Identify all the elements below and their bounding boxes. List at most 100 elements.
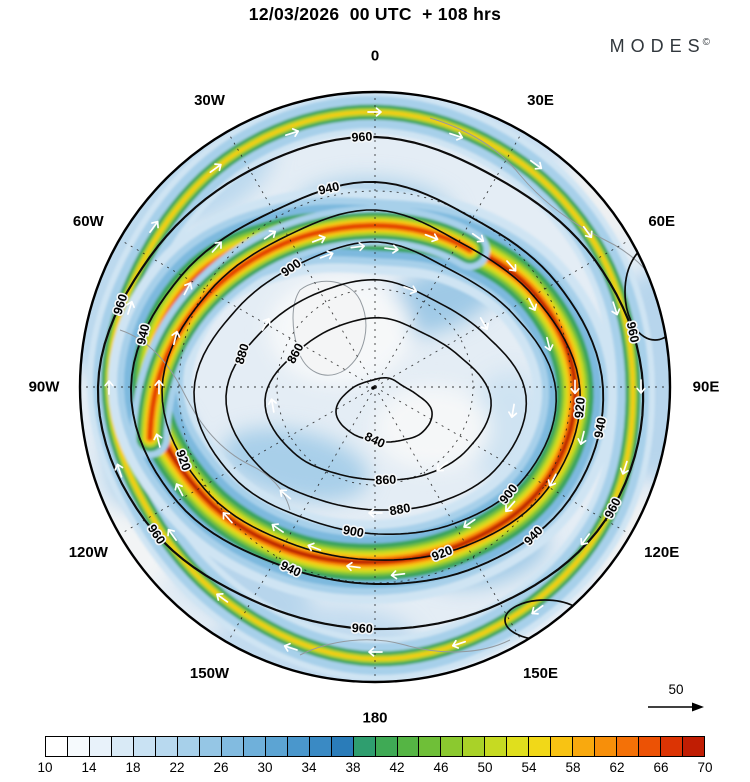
colorbar-cell [89,737,112,756]
low-wind-patch [374,386,490,470]
wind-arrow-icon [529,159,543,170]
contour-labels: 8408608608808809009009009209209209409409… [109,128,643,638]
contour-label: 960 [624,321,642,344]
wind-arrow-icon [183,282,193,296]
coastline [299,639,511,656]
longitude-label-60E: 60E [648,213,675,230]
wind-arrow-icon [531,604,544,615]
colorbar-cell [221,737,244,756]
reference-vector-label: 50 [668,682,683,697]
longitude-label-0: 0 [371,48,379,65]
wind-arrow-icon [577,430,587,446]
wind-arrow-icon [271,523,284,533]
modes-logo-text: MODES [609,36,706,56]
longitude-label-180: 180 [362,710,387,727]
meridian-line [227,131,376,388]
wind-arrow-icon [505,500,516,513]
colorbar-tick: 18 [125,760,141,775]
wind-arrow-icon [261,317,271,331]
wind-arrow-icon [311,234,326,244]
wind-arrow-icon [506,260,517,272]
colorbar-cell [309,737,332,756]
outer-band [107,110,635,661]
colorbar-cell [287,737,310,756]
longitude-label-30E: 30E [527,92,554,109]
colorbar-tick: 34 [301,760,317,775]
wind-arrow-icon [307,542,322,552]
contour-label: 960 [352,621,374,636]
colorbar-tick: 22 [169,760,185,775]
copyright-mark: © [702,37,710,48]
wind-arrow-icon [611,301,621,316]
contour-860 [264,316,492,481]
wind-arrow-icon [384,244,399,254]
contour-label: 960 [111,292,131,316]
longitude-label-60W: 60W [73,213,105,230]
map-area: 8408608608808809009009009209209209409409… [80,92,670,682]
wind-arrow-icon [424,233,439,243]
map-rim [78,90,672,684]
colorbar-cell [639,737,662,756]
coastline [119,329,291,511]
wind-arrow-icon [580,533,591,546]
colorbar-cell [463,737,486,756]
wind-arrow-icon [403,285,418,295]
wind-arrow-icon [267,398,277,413]
colorbar-cell [177,737,200,756]
longitude-label-120E: 120E [644,544,679,561]
branch-band-red [148,223,472,440]
colorbar [45,736,705,757]
colorbar-cell [485,737,508,756]
longitude-labels: 0 30E 60E 90E 120E 150E 180 150W 120W 90W 60W 30W [29,48,720,727]
contour-label: 940 [134,323,152,347]
wind-arrow-icon [284,128,300,138]
colorbar-tick: 14 [81,760,97,775]
wind-arrow-icon [547,473,557,487]
contour-900 [193,241,558,535]
contour-label: 940 [592,416,609,439]
wind-arrow-icon [154,379,164,395]
wind-arrow-icon [463,518,476,529]
contour-960 [96,135,645,631]
colorbar-cell [551,737,574,756]
wind-arrow-icon [167,528,177,542]
contour-label: 860 [375,473,396,488]
meridian-line [119,239,376,388]
wind-arrow-icon [174,483,184,497]
wind-arrow-icon [544,336,554,352]
wind-arrow-icon [125,300,135,315]
colorbar-cell [419,737,442,756]
colorbar-tick: 26 [213,760,229,775]
wind-arrow-icon [346,561,361,572]
colorbar-cell [617,737,640,756]
colorbar-cell [375,737,398,756]
wind-arrow-icon [528,297,538,311]
wind-arrow-icon [390,570,406,580]
wind-arrow-icon [153,433,163,448]
colorbar-tick: 66 [653,760,669,775]
wind-arrow-icon [283,642,298,652]
wind-arrow-icon [636,379,646,394]
wind-arrow-icon [436,461,449,472]
wind-arrow-icon [479,317,489,331]
contour-840 [335,377,433,443]
contour-label: 920 [572,397,588,419]
wind-arrow-icon [263,230,277,240]
longitude-label-30W: 30W [194,92,226,109]
wind-arrow-icon [431,548,445,558]
colorbar-tick: 42 [389,760,405,775]
wind-arrow-icon [368,647,383,657]
colorbar-tick: 58 [565,760,581,775]
wind-arrow-icon [582,225,593,239]
contour-label: 960 [351,130,373,145]
chart-title: 12/03/2026 00 UTC + 108 hrs [248,4,502,24]
colorbar-cell [133,737,156,756]
colorbar-cell [573,737,596,756]
wind-arrow-icon [211,241,222,253]
colorbar-cell [199,737,222,756]
colorbar-cell [683,737,705,756]
jet-stream-branch [130,205,490,458]
pole-marker [371,386,375,390]
wind-arrow-icon [222,512,233,524]
